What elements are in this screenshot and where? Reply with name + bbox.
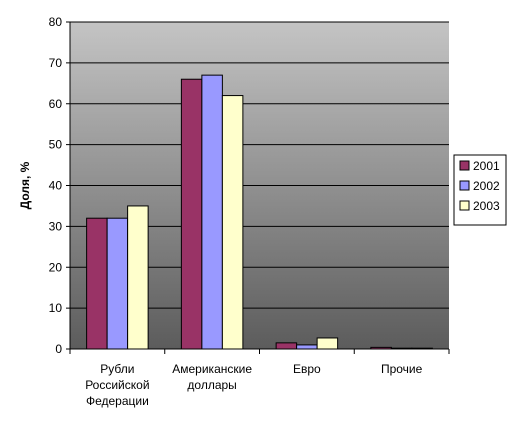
y-tick-label: 20 [49, 260, 63, 274]
bar-2001-2 [275, 342, 298, 350]
category-label: Американские доллары [172, 362, 252, 392]
y-tick-label: 40 [49, 179, 63, 193]
y-tick-label: 0 [55, 342, 62, 356]
legend-label-2001: 2001 [473, 159, 500, 173]
bar-2002-1 [201, 74, 223, 350]
legend-swatch-2003 [459, 200, 470, 211]
legend-swatch-2001 [459, 160, 470, 171]
legend-label-2003: 2003 [473, 199, 500, 213]
category-label: Евро [293, 362, 321, 376]
bar-2001-1 [180, 78, 203, 350]
y-tick-label: 60 [49, 97, 63, 111]
category-label: Прочие [381, 362, 423, 376]
y-tick-label: 10 [49, 301, 63, 315]
category-label: Рубли Российской Федерации [85, 362, 149, 408]
y-tick-label: 70 [49, 56, 63, 70]
legend-swatch-2002 [459, 180, 470, 191]
y-tick-label: 80 [49, 15, 63, 29]
y-tick-label: 50 [49, 138, 63, 152]
y-axis-label: Доля, % [18, 161, 32, 209]
y-tick-label: 30 [49, 219, 63, 233]
bar-2003-2 [316, 337, 339, 350]
bar-2001-0 [86, 217, 108, 350]
bar-2002-0 [106, 217, 129, 350]
legend-label-2002: 2002 [473, 179, 500, 193]
bar-2003-0 [127, 205, 149, 350]
bar-2002-2 [296, 344, 318, 350]
bar-2003-1 [221, 95, 244, 350]
